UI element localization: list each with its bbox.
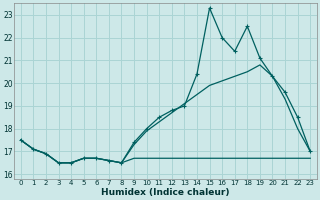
X-axis label: Humidex (Indice chaleur): Humidex (Indice chaleur) [101, 188, 230, 197]
